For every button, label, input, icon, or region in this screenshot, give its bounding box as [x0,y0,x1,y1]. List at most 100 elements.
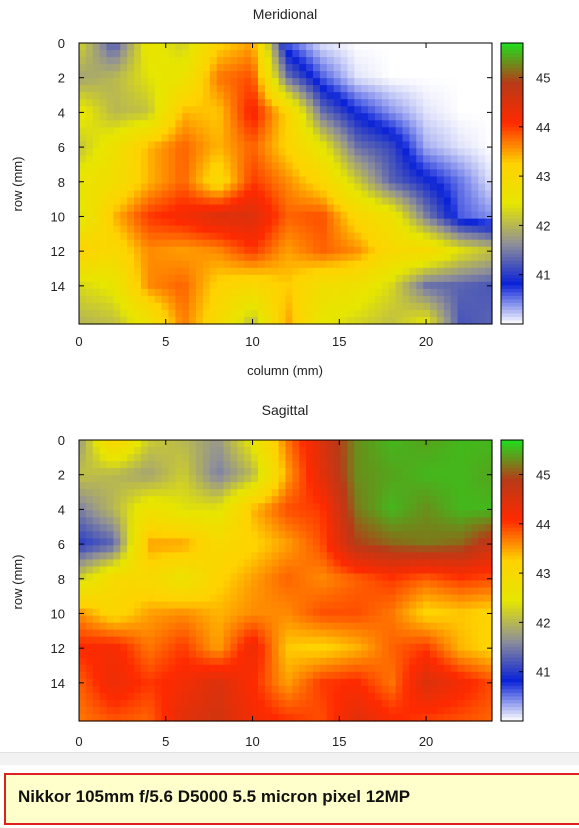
heatmap-cell [196,699,204,708]
heatmap-cell [478,64,486,72]
heatmap-cell [209,274,218,283]
heatmap-cell [113,671,121,680]
heatmap-cell [464,531,472,539]
heatmap-cell [340,461,349,469]
heatmap-cell [99,608,108,617]
heatmap-cell [368,664,376,673]
heatmap-cell [381,461,390,469]
heatmap-cell [196,253,204,262]
heatmap-cell [209,447,218,455]
heatmap-cell [99,225,108,234]
heatmap-cell [257,134,266,142]
heatmap-cell [92,447,101,455]
heatmap-cell [285,267,293,276]
heatmap-cell [251,643,259,652]
heatmap-cell [113,253,121,262]
heatmap-cell [368,538,376,546]
heatmap-cell [299,316,307,325]
heatmap-cell [285,559,293,568]
heatmap-cell [374,99,383,107]
heatmap-cell [354,113,362,121]
meridional-y-axis-label: row (mm) [10,157,25,212]
heatmap-cell [299,120,307,128]
heatmap-cell [299,692,307,701]
heatmap-cell [209,309,218,318]
heatmap-cell [430,218,438,227]
heatmap-cell [319,134,328,142]
heatmap-cell [85,64,94,72]
heatmap-cell [478,678,486,687]
heatmap-cell [264,482,273,490]
heatmap-cell [340,274,349,283]
heatmap-cells [79,43,493,325]
heatmap-cell [292,496,300,504]
heatmap-cell [127,295,135,304]
heatmap-cell [264,629,273,638]
heatmap-cell [292,482,300,490]
heatmap-cell [333,496,342,504]
heatmap-cell [251,650,259,659]
heatmap-cell [478,85,486,93]
heatmap-cell [79,503,87,511]
heatmap-cell [464,71,472,79]
heatmap-cell [189,260,197,269]
heatmap-cell [154,120,163,128]
heatmap-cell [85,475,94,483]
heatmap-cell [278,580,287,589]
heatmap-cell [471,106,479,114]
heatmap-cell [223,475,232,483]
heatmap-cell [368,657,376,666]
colorbar-segment [501,176,523,181]
heatmap-cell [182,510,190,518]
heatmap-cell [154,141,163,149]
heatmap-cell [402,281,410,290]
heatmap-cell [140,650,149,659]
heatmap-cell [443,309,452,318]
heatmap-cell [189,57,197,65]
heatmap-cell [285,253,293,262]
heatmap-cell [216,155,225,164]
heatmap-cell [106,169,115,178]
heatmap-cell [140,225,149,234]
heatmap-cell [154,566,163,575]
heatmap-cell [450,43,459,51]
heatmap-cell [285,106,293,114]
heatmap-cell [464,155,472,164]
heatmap-cell [106,671,115,680]
heatmap-cell [361,85,369,93]
heatmap-cell [147,274,156,283]
heatmap-cell [450,657,459,666]
heatmap-cell [292,274,300,283]
heatmap-cell [471,545,479,554]
heatmap-cell [374,636,383,645]
heatmap-cell [237,211,245,220]
heatmap-cell [202,92,211,100]
heatmap-cell [202,531,211,539]
heatmap-cell [154,50,163,58]
heatmap-cell [402,461,410,469]
heatmap-cell [223,71,232,79]
heatmap-cell [134,239,142,248]
heatmap-cell [140,253,149,262]
heatmap-cell [202,678,211,687]
heatmap-cell [209,587,218,596]
heatmap-cell [409,636,417,645]
heatmap-cell [230,141,238,149]
heatmap-cell [285,699,293,708]
heatmap-cell [423,148,431,157]
heatmap-cell [368,78,376,86]
heatmap-cell [120,316,128,325]
heatmap-cell [175,475,183,483]
heatmap-cell [271,99,280,107]
heatmap-cell [127,57,135,65]
heatmap-cell [368,650,376,659]
heatmap-cell [257,141,266,149]
heatmap-cell [202,552,211,561]
heatmap-cell [244,636,252,645]
heatmap-cell [416,573,424,582]
heatmap-cell [223,545,232,554]
heatmap-cell [182,134,190,142]
heatmap-cell [278,482,287,490]
heatmap-cell [257,657,266,666]
heatmap-cell [457,232,466,241]
